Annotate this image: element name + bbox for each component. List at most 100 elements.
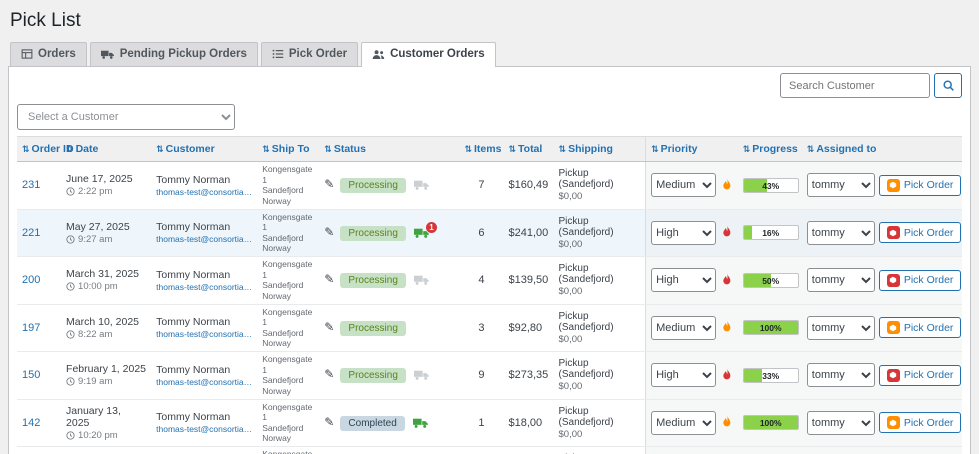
shipment-truck-icon[interactable] <box>413 369 430 381</box>
clock-icon <box>66 377 75 386</box>
status-badge: Completed <box>340 415 405 431</box>
order-date: February 1, 2025 <box>66 363 146 376</box>
items-count: 7 <box>459 446 504 454</box>
shipping-cost: $0,00 <box>558 333 583 345</box>
header-order-id[interactable]: ⇅ Order ID <box>17 136 74 162</box>
edit-status-icon[interactable]: ✎ <box>324 224 335 239</box>
pick-order-label: Pick Order <box>903 179 954 192</box>
pick-order-label: Pick Order <box>903 416 954 429</box>
tab-bar: Orders Pending Pickup Orders Pick Order … <box>10 42 971 67</box>
edit-status-icon[interactable]: ✎ <box>324 272 335 287</box>
order-id-link[interactable]: 221 <box>22 226 41 239</box>
search-button[interactable] <box>934 73 962 98</box>
priority-flame-icon <box>721 273 733 288</box>
priority-select[interactable]: High <box>651 363 716 388</box>
header-customer[interactable]: ⇅ Customer <box>151 136 258 162</box>
pick-order-button[interactable]: Pick Order <box>878 269 962 291</box>
progress-bar: 100% <box>742 320 799 336</box>
progress-bar: 43% <box>742 177 799 193</box>
priority-flame-icon <box>721 225 733 240</box>
order-time-text: 9:27 am <box>78 233 113 245</box>
assigned-select[interactable]: tommy <box>806 268 875 293</box>
order-id-link[interactable]: 231 <box>22 179 41 192</box>
search-icon <box>942 79 955 92</box>
assigned-select[interactable]: tommy <box>806 410 875 435</box>
edit-status-icon[interactable]: ✎ <box>324 177 335 192</box>
progress-fill <box>743 321 798 335</box>
priority-flame-icon <box>721 320 733 335</box>
pick-order-button[interactable]: Pick Order <box>878 174 962 196</box>
pick-order-label: Pick Order <box>903 226 954 239</box>
edit-status-icon[interactable]: ✎ <box>324 319 335 334</box>
customer-select[interactable]: Select a Customer <box>17 104 235 130</box>
header-priority[interactable]: ⇅ Priority <box>645 136 738 162</box>
priority-flame-icon <box>721 368 733 383</box>
order-id-link[interactable]: 200 <box>22 274 41 287</box>
pick-order-button[interactable]: Pick Order <box>878 317 962 339</box>
header-assigned-to[interactable]: ⇅ Assigned to <box>801 136 876 162</box>
progress-bar: 33% <box>742 367 799 383</box>
tab-pending-pickup-orders[interactable]: Pending Pickup Orders <box>89 42 258 66</box>
priority-select[interactable]: Medium <box>651 410 716 435</box>
shipment-truck-icon[interactable] <box>413 179 430 191</box>
assigned-select[interactable]: tommy <box>806 173 875 198</box>
customer-email-link[interactable]: thomas-test@consortia.no <box>156 281 253 292</box>
shipment-truck-icon[interactable] <box>412 417 429 429</box>
list-icon <box>272 48 284 60</box>
order-id-link[interactable]: 150 <box>22 369 41 382</box>
header-progress[interactable]: ⇅ Progress <box>737 136 802 162</box>
header-total[interactable]: ⇅ Total <box>503 136 554 162</box>
header-date[interactable]: ⇅ Date <box>61 136 152 162</box>
search-input[interactable] <box>780 73 930 98</box>
tab-pick-order[interactable]: Pick Order <box>260 42 359 66</box>
sort-arrows-icon: ⇅ <box>508 144 517 154</box>
order-date: May 27, 2025 <box>66 220 130 233</box>
customer-email-link[interactable]: thomas-test@consortia.no <box>156 376 253 387</box>
customer-email-link[interactable]: thomas-test@consortia.no <box>156 424 253 435</box>
priority-select[interactable]: Medium <box>651 315 716 340</box>
customer-email-link[interactable]: thomas-test@consortia.no <box>156 329 253 340</box>
ship-to-address: Kongensgate 1 Sandefjord Norway <box>257 304 320 352</box>
customer-email-link[interactable]: thomas-test@consortia.no <box>156 234 253 245</box>
progress-bar: 50% <box>742 272 799 288</box>
package-icon <box>886 416 900 430</box>
shipment-truck-icon[interactable] <box>413 274 430 286</box>
progress-bar: 100% <box>742 415 799 431</box>
order-id-link[interactable]: 197 <box>22 321 41 334</box>
shipping-cost: $0,00 <box>558 286 583 298</box>
order-id-link[interactable]: 142 <box>22 416 41 429</box>
customer-email-link[interactable]: thomas-test@consortia.no <box>156 186 253 197</box>
priority-select[interactable]: Medium <box>651 173 716 198</box>
header-items[interactable]: ⇅ Items <box>459 136 504 162</box>
sort-arrows-icon: ⇅ <box>464 144 472 154</box>
pick-order-button[interactable]: Pick Order <box>878 412 962 434</box>
tab-orders[interactable]: Orders <box>10 42 87 66</box>
header-shipping[interactable]: ⇅ Shipping <box>553 136 646 162</box>
edit-status-icon[interactable]: ✎ <box>324 367 335 382</box>
priority-select[interactable]: High <box>651 220 716 245</box>
assigned-select[interactable]: tommy <box>806 220 875 245</box>
header-status[interactable]: ⇅ Status <box>319 136 460 162</box>
priority-select[interactable]: High <box>651 268 716 293</box>
status-badge: Processing <box>340 368 406 384</box>
package-icon <box>886 368 900 382</box>
shipment-truck-icon[interactable]: 1 <box>413 221 437 239</box>
pick-order-button[interactable]: Pick Order <box>878 364 962 386</box>
pick-order-label: Pick Order <box>903 369 954 382</box>
pick-order-button[interactable]: Pick Order <box>878 222 962 244</box>
assigned-select[interactable]: tommy <box>806 315 875 340</box>
items-count: 9 <box>459 351 504 400</box>
users-icon <box>372 49 385 60</box>
assigned-select[interactable]: tommy <box>806 363 875 388</box>
order-time: 8:22 am <box>66 329 146 340</box>
edit-status-icon[interactable]: ✎ <box>324 414 335 429</box>
package-icon <box>886 321 900 335</box>
order-time-text: 10:20 pm <box>78 429 118 441</box>
progress-label: 43% <box>762 180 780 191</box>
order-total: $273,35 <box>503 351 554 400</box>
header-ship-to[interactable]: ⇅ Ship To <box>257 136 320 162</box>
tab-customer-orders[interactable]: Customer Orders <box>361 42 496 67</box>
sort-arrows-icon: ⇅ <box>558 144 567 154</box>
priority-flame-icon <box>721 415 733 430</box>
items-count: 6 <box>459 209 504 257</box>
